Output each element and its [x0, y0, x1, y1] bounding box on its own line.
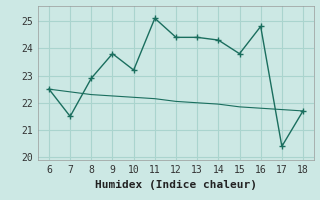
- X-axis label: Humidex (Indice chaleur): Humidex (Indice chaleur): [95, 180, 257, 190]
